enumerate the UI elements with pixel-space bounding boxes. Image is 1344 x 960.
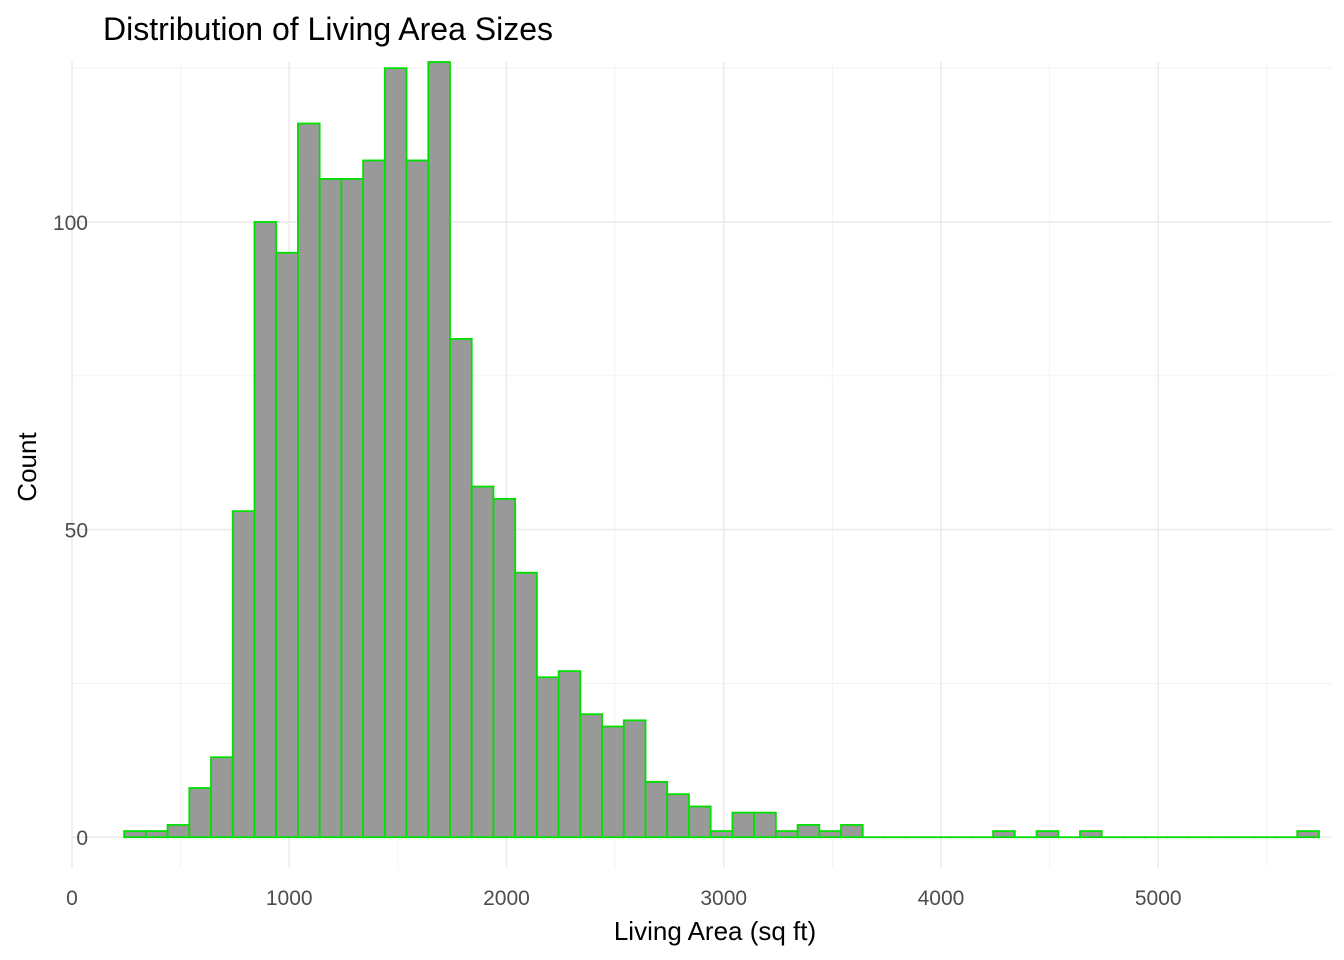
histogram-bar <box>449 337 473 839</box>
histogram-bar <box>275 251 299 839</box>
histogram-bar <box>601 725 625 839</box>
x-tick-label: 4000 <box>918 887 965 910</box>
histogram-bar <box>731 811 756 839</box>
histogram-bar <box>231 510 256 839</box>
histogram-bar <box>818 830 842 839</box>
histogram-bar <box>188 787 212 839</box>
histogram-bar <box>166 824 191 839</box>
histogram-bar <box>340 178 365 839</box>
histogram-bar <box>753 811 777 839</box>
histogram-bar <box>123 830 147 839</box>
histogram-bar <box>1079 830 1103 839</box>
histogram-bar <box>427 61 451 839</box>
histogram-bar <box>470 485 495 839</box>
histogram-bar <box>144 830 169 839</box>
histogram-bar <box>514 571 538 839</box>
histogram-bar <box>405 159 430 839</box>
histogram-bar <box>709 830 734 839</box>
histogram-bar <box>1296 830 1320 839</box>
histogram-bar <box>1035 830 1060 839</box>
histogram-bar <box>579 713 603 839</box>
x-tick-label: 0 <box>66 887 78 910</box>
y-axis-ticks: 0 50 100 <box>53 212 88 850</box>
x-tick-label: 1000 <box>266 887 313 910</box>
x-tick-label: 3000 <box>700 887 747 910</box>
histogram-bar <box>297 122 321 839</box>
grid <box>71 62 1332 868</box>
histogram-bar <box>362 159 386 839</box>
histogram-bar <box>492 497 517 839</box>
y-tick-label: 50 <box>65 520 88 543</box>
histogram-bar <box>253 221 278 839</box>
y-axis-title: Count <box>12 432 42 502</box>
y-tick-label: 0 <box>76 827 88 850</box>
histogram-bars <box>123 61 1320 839</box>
histogram-bar <box>622 719 647 839</box>
y-tick-label: 100 <box>53 212 88 235</box>
histogram-bar <box>318 178 343 839</box>
histogram-bar <box>535 676 560 839</box>
histogram-bar <box>774 830 799 839</box>
histogram-bar <box>840 824 864 839</box>
histogram-bar <box>210 756 234 839</box>
x-tick-label: 5000 <box>1135 887 1182 910</box>
histogram-bar <box>796 824 821 839</box>
histogram-bar <box>992 830 1016 839</box>
x-axis-ticks: 0 1000 2000 3000 4000 5000 <box>66 887 1181 910</box>
x-axis-title: Living Area (sq ft) <box>614 916 816 946</box>
histogram-bar <box>383 67 408 839</box>
chart-title: Distribution of Living Area Sizes <box>103 11 553 47</box>
x-tick-label: 2000 <box>483 887 530 910</box>
histogram-bar <box>666 793 690 839</box>
histogram-bar <box>644 780 669 839</box>
histogram-bar <box>557 670 582 839</box>
histogram-bar <box>688 805 712 839</box>
